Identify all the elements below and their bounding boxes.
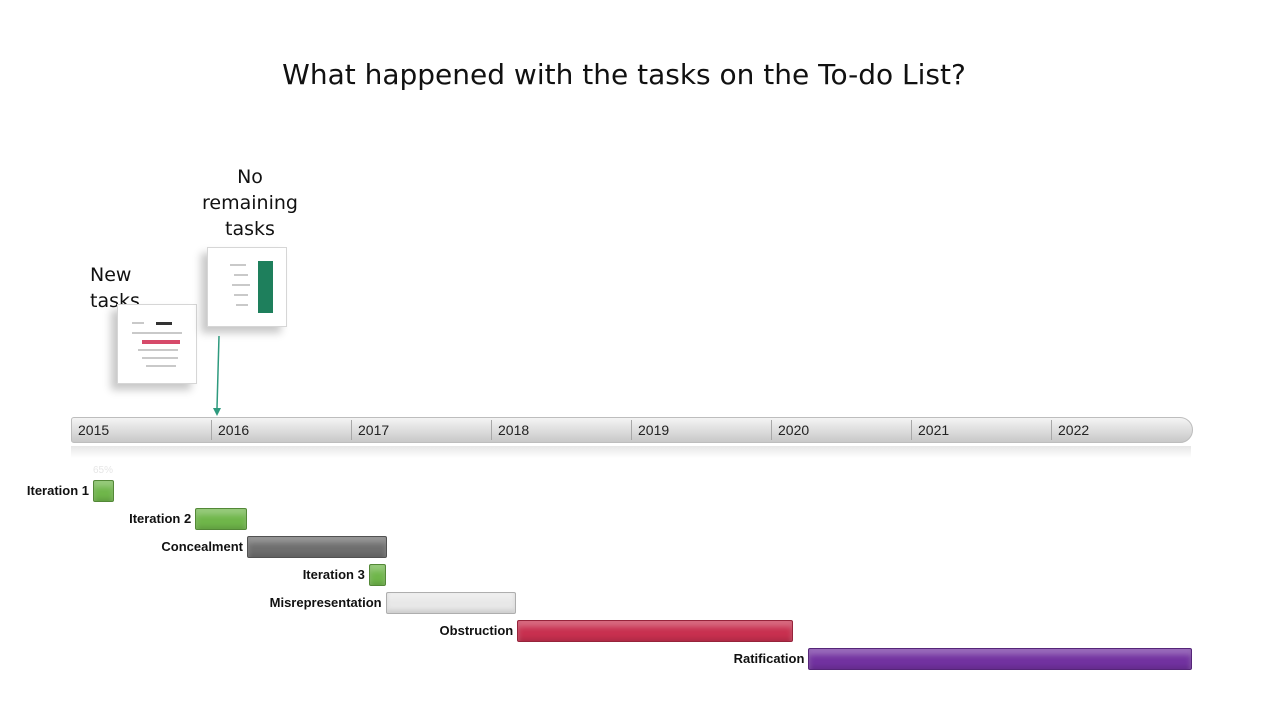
timeline-band — [71, 417, 1193, 443]
year-tick-label: 2017 — [358, 422, 390, 438]
timeline-reflection — [71, 446, 1191, 458]
thumb-line — [132, 322, 144, 324]
thumb-line — [132, 332, 182, 334]
task-label: Iteration 3 — [302, 567, 365, 582]
year-tick-label: 2019 — [638, 422, 670, 438]
task-bar-concealment[interactable] — [247, 536, 387, 558]
year-divider — [911, 420, 912, 440]
year-tick-label: 2015 — [78, 422, 110, 438]
thumb-red-bar — [142, 340, 180, 344]
year-tick-label: 2020 — [778, 422, 810, 438]
callout-line: remaining — [202, 192, 298, 214]
year-divider — [491, 420, 492, 440]
task-bar-iteration-1[interactable] — [93, 480, 114, 502]
task-bar-iteration-2[interactable] — [195, 508, 247, 530]
thumb-line — [230, 264, 246, 266]
year-tick-label: 2021 — [918, 422, 950, 438]
year-divider — [351, 420, 352, 440]
task-bar-obstruction[interactable] — [517, 620, 793, 642]
thumb-line — [234, 294, 248, 296]
thumb-header-bar — [156, 322, 172, 325]
no-remaining-tasks-callout: No remaining tasks — [195, 164, 305, 242]
thumb-line — [236, 304, 248, 306]
progress-percent-label: 65% — [93, 465, 114, 476]
task-label: Misrepresentation — [269, 595, 382, 610]
no-remaining-tasks-thumbnail[interactable] — [207, 247, 287, 327]
callout-line: No — [237, 166, 263, 188]
task-label: Ratification — [733, 651, 805, 666]
thumb-line — [142, 357, 178, 359]
year-divider — [771, 420, 772, 440]
task-bar-ratification[interactable] — [808, 648, 1192, 670]
thumb-line — [146, 365, 176, 367]
task-bar-iteration-3[interactable] — [368, 564, 386, 586]
year-tick-label: 2016 — [218, 422, 250, 438]
callout-line: New — [90, 264, 132, 286]
arrow-head — [213, 408, 221, 416]
thumb-green-block — [258, 261, 273, 313]
year-tick-label: 2022 — [1058, 422, 1090, 438]
task-label: Iteration 2 — [129, 511, 192, 526]
slide-title: What happened with the tasks on the To-d… — [282, 58, 966, 91]
year-divider — [1051, 420, 1052, 440]
new-tasks-thumbnail[interactable] — [117, 304, 197, 384]
callout-line: tasks — [225, 218, 275, 240]
year-tick-label: 2018 — [498, 422, 530, 438]
thumb-line — [138, 349, 178, 351]
task-label: Concealment — [161, 539, 243, 554]
thumb-line — [234, 274, 248, 276]
task-label: Obstruction — [439, 623, 514, 638]
task-label: Iteration 1 — [26, 483, 89, 498]
year-divider — [631, 420, 632, 440]
year-divider — [211, 420, 212, 440]
thumb-line — [232, 284, 250, 286]
task-bar-misrepresentation[interactable] — [385, 592, 516, 614]
